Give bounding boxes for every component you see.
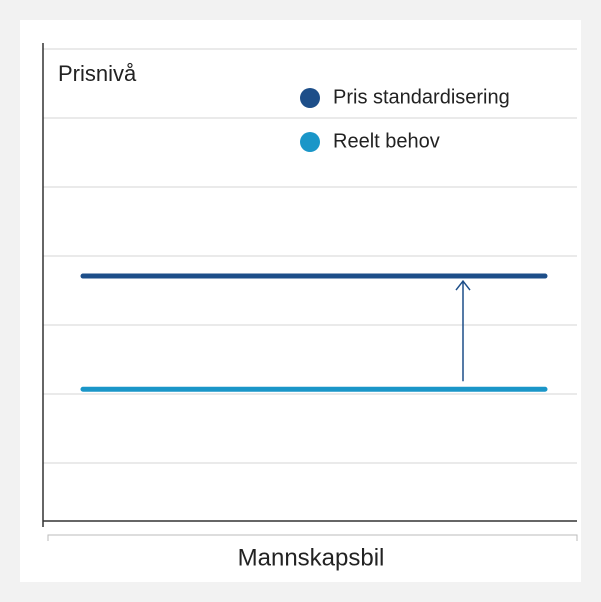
y-axis-label: Prisnivå (58, 61, 137, 86)
legend-marker (300, 132, 320, 152)
legend-marker (300, 88, 320, 108)
panel (20, 20, 581, 582)
grid (43, 48, 577, 464)
arrow-path (455, 279, 471, 382)
legend-label: Reelt behov (333, 130, 440, 152)
legend-label: Pris standardisering (333, 86, 510, 108)
difference-arrow (455, 279, 471, 382)
category-bracket (47, 534, 578, 541)
x-tick-label: Mannskapsbil (238, 544, 385, 571)
